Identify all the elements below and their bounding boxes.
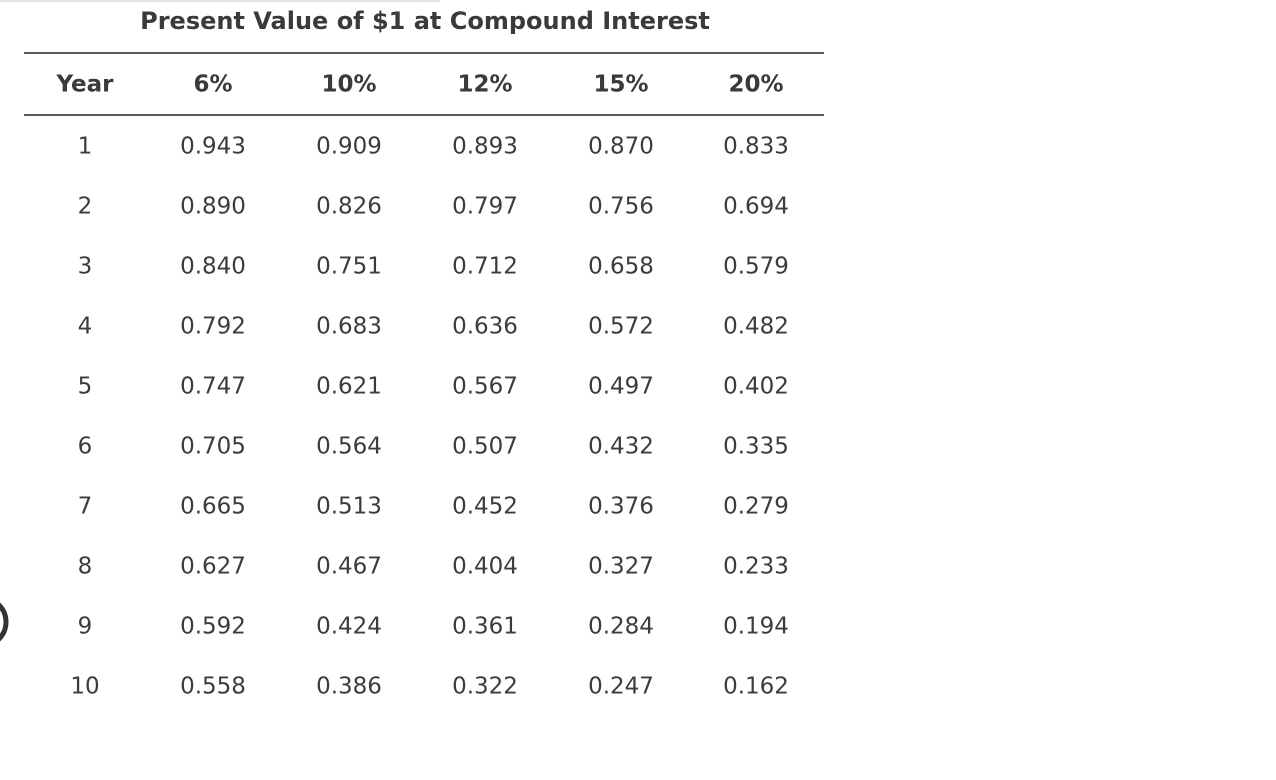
table-title: Present Value of $1 at Compound Interest [140, 7, 710, 35]
year-cell: 4 [78, 314, 93, 340]
value-cell: 0.694 [723, 194, 789, 220]
value-cell: 0.636 [452, 314, 518, 340]
year-cell: 1 [78, 134, 93, 160]
column-header: Year [55, 72, 114, 98]
value-cell: 0.792 [180, 314, 246, 340]
value-cell: 0.247 [588, 674, 654, 700]
value-cell: 0.943 [180, 134, 246, 160]
value-cell: 0.567 [452, 374, 518, 400]
value-cell: 0.424 [316, 614, 382, 640]
year-cell: 3 [78, 254, 93, 280]
value-cell: 0.467 [316, 554, 382, 580]
year-cell: 7 [78, 494, 93, 520]
value-cell: 0.579 [723, 254, 789, 280]
value-cell: 0.558 [180, 674, 246, 700]
value-cell: 0.592 [180, 614, 246, 640]
value-cell: 0.335 [723, 434, 789, 460]
column-header: 6% [193, 72, 232, 98]
value-cell: 0.322 [452, 674, 518, 700]
value-cell: 0.194 [723, 614, 789, 640]
value-cell: 0.797 [452, 194, 518, 220]
value-cell: 0.705 [180, 434, 246, 460]
value-cell: 0.870 [588, 134, 654, 160]
value-cell: 0.386 [316, 674, 382, 700]
value-cell: 0.833 [723, 134, 789, 160]
value-cell: 0.284 [588, 614, 654, 640]
year-cell: 9 [78, 614, 93, 640]
side-control[interactable] [0, 598, 9, 646]
value-cell: 0.361 [452, 614, 518, 640]
value-cell: 0.627 [180, 554, 246, 580]
year-cell: 5 [78, 374, 93, 400]
value-cell: 0.756 [588, 194, 654, 220]
value-cell: 0.497 [588, 374, 654, 400]
value-cell: 0.402 [723, 374, 789, 400]
value-cell: 0.683 [316, 314, 382, 340]
value-cell: 0.327 [588, 554, 654, 580]
value-cell: 0.564 [316, 434, 382, 460]
value-cell: 0.513 [316, 494, 382, 520]
value-cell: 0.747 [180, 374, 246, 400]
year-cell: 8 [78, 554, 93, 580]
value-cell: 0.665 [180, 494, 246, 520]
year-cell: 6 [78, 434, 93, 460]
value-cell: 0.890 [180, 194, 246, 220]
value-cell: 0.893 [452, 134, 518, 160]
value-cell: 0.840 [180, 254, 246, 280]
column-header: 12% [457, 72, 512, 98]
year-cell: 2 [78, 194, 93, 220]
value-cell: 0.279 [723, 494, 789, 520]
column-header: 10% [321, 72, 376, 98]
value-cell: 0.909 [316, 134, 382, 160]
value-cell: 0.751 [316, 254, 382, 280]
value-cell: 0.404 [452, 554, 518, 580]
value-cell: 0.826 [316, 194, 382, 220]
year-cell: 10 [70, 674, 99, 700]
column-header: 20% [728, 72, 783, 98]
value-cell: 0.572 [588, 314, 654, 340]
value-cell: 0.233 [723, 554, 789, 580]
value-cell: 0.482 [723, 314, 789, 340]
value-cell: 0.432 [588, 434, 654, 460]
value-cell: 0.621 [316, 374, 382, 400]
value-cell: 0.162 [723, 674, 789, 700]
value-cell: 0.452 [452, 494, 518, 520]
value-cell: 0.712 [452, 254, 518, 280]
value-cell: 0.507 [452, 434, 518, 460]
value-cell: 0.658 [588, 254, 654, 280]
column-header: 15% [593, 72, 648, 98]
value-cell: 0.376 [588, 494, 654, 520]
